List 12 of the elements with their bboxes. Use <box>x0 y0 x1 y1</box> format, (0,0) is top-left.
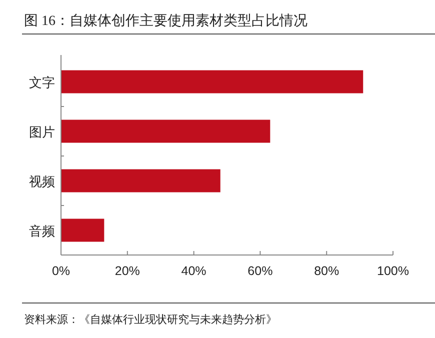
x-tick-label: 0% <box>52 264 70 278</box>
x-tick-label: 40% <box>181 264 206 278</box>
x-tick-label: 20% <box>114 264 140 278</box>
y-tick-label: 音频 <box>29 223 55 238</box>
y-tick-label: 文字 <box>29 74 55 90</box>
x-tick-label: 100% <box>377 264 409 278</box>
text: 资料来源：《自媒体行业现状研究与未来趋势分析》 <box>24 313 277 326</box>
y-tick-label: 视频 <box>29 174 55 189</box>
x-tick-label: 60% <box>248 264 273 278</box>
y-tick-label: 图片 <box>29 124 55 140</box>
chart-title: 图 16：自媒体创作主要使用素材类型占比情况 <box>24 13 308 29</box>
x-tick-label: 80% <box>314 264 340 278</box>
